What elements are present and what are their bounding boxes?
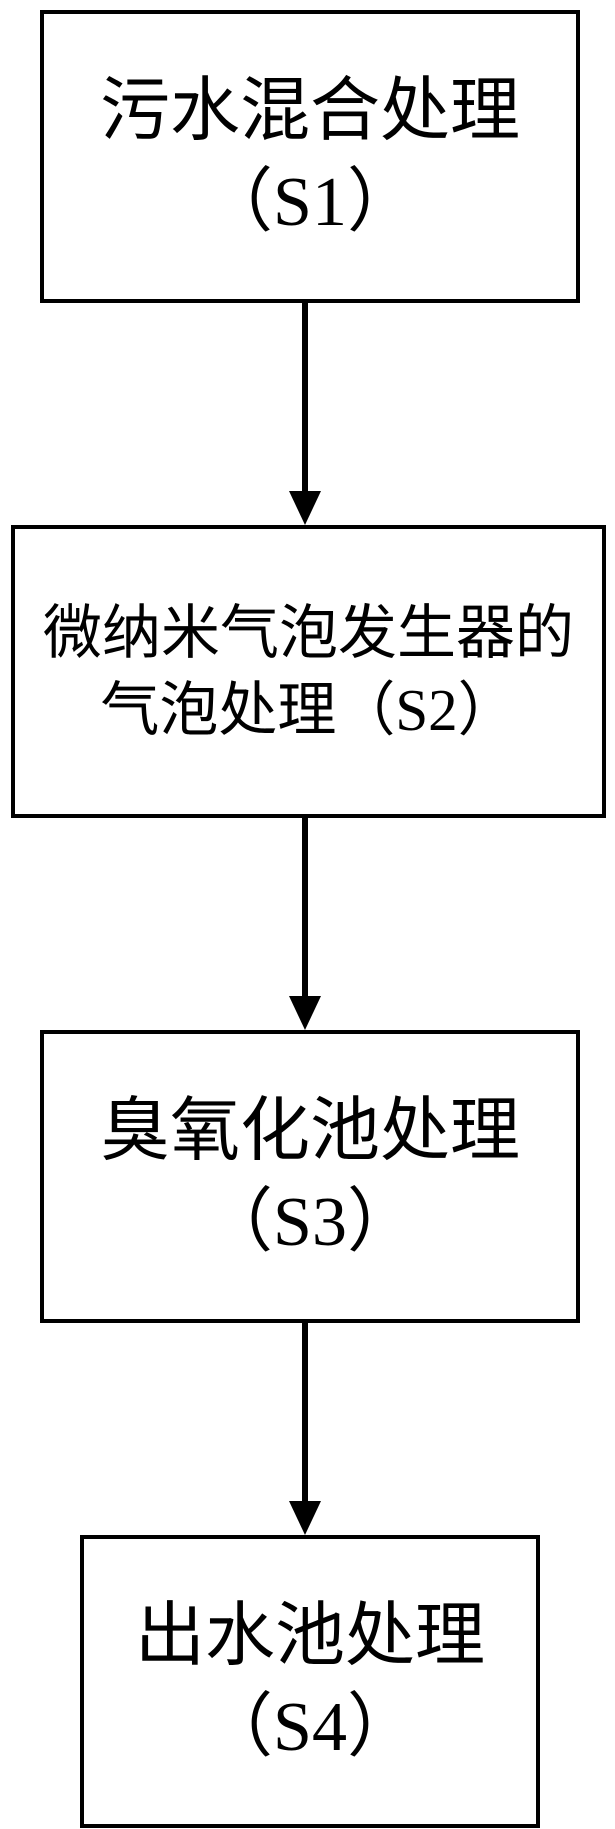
flowchart-node-s3: 臭氧化池处理 （S3） [40,1030,580,1323]
node-s4-line1: 出水池处理 [135,1591,485,1682]
node-s2-line2: 气泡处理（S2） [100,672,516,749]
flowchart-node-s2: 微纳米气泡发生器的 气泡处理（S2） [11,525,606,818]
node-s2-line1: 微纳米气泡发生器的 [43,595,574,672]
node-s3-line2: （S3） [203,1177,417,1268]
node-s3-line1: 臭氧化池处理 [100,1086,520,1177]
flowchart-node-s4: 出水池处理 （S4） [80,1535,540,1828]
flowchart-edge-s1-s2-line [302,303,308,491]
node-s4-line2: （S4） [203,1682,417,1773]
flowchart-node-s1: 污水混合处理 （S1） [40,10,580,303]
flowchart-edge-s1-s2-head [289,491,321,525]
flowchart-container: 污水混合处理 （S1） 微纳米气泡发生器的 气泡处理（S2） 臭氧化池处理 （S… [0,0,615,1829]
flowchart-edge-s3-s4-head [289,1501,321,1535]
node-s1-line2: （S1） [203,157,417,248]
node-s1-line1: 污水混合处理 [100,66,520,157]
flowchart-edge-s2-s3-head [289,996,321,1030]
flowchart-edge-s2-s3-line [302,818,308,996]
flowchart-edge-s3-s4-line [302,1323,308,1501]
